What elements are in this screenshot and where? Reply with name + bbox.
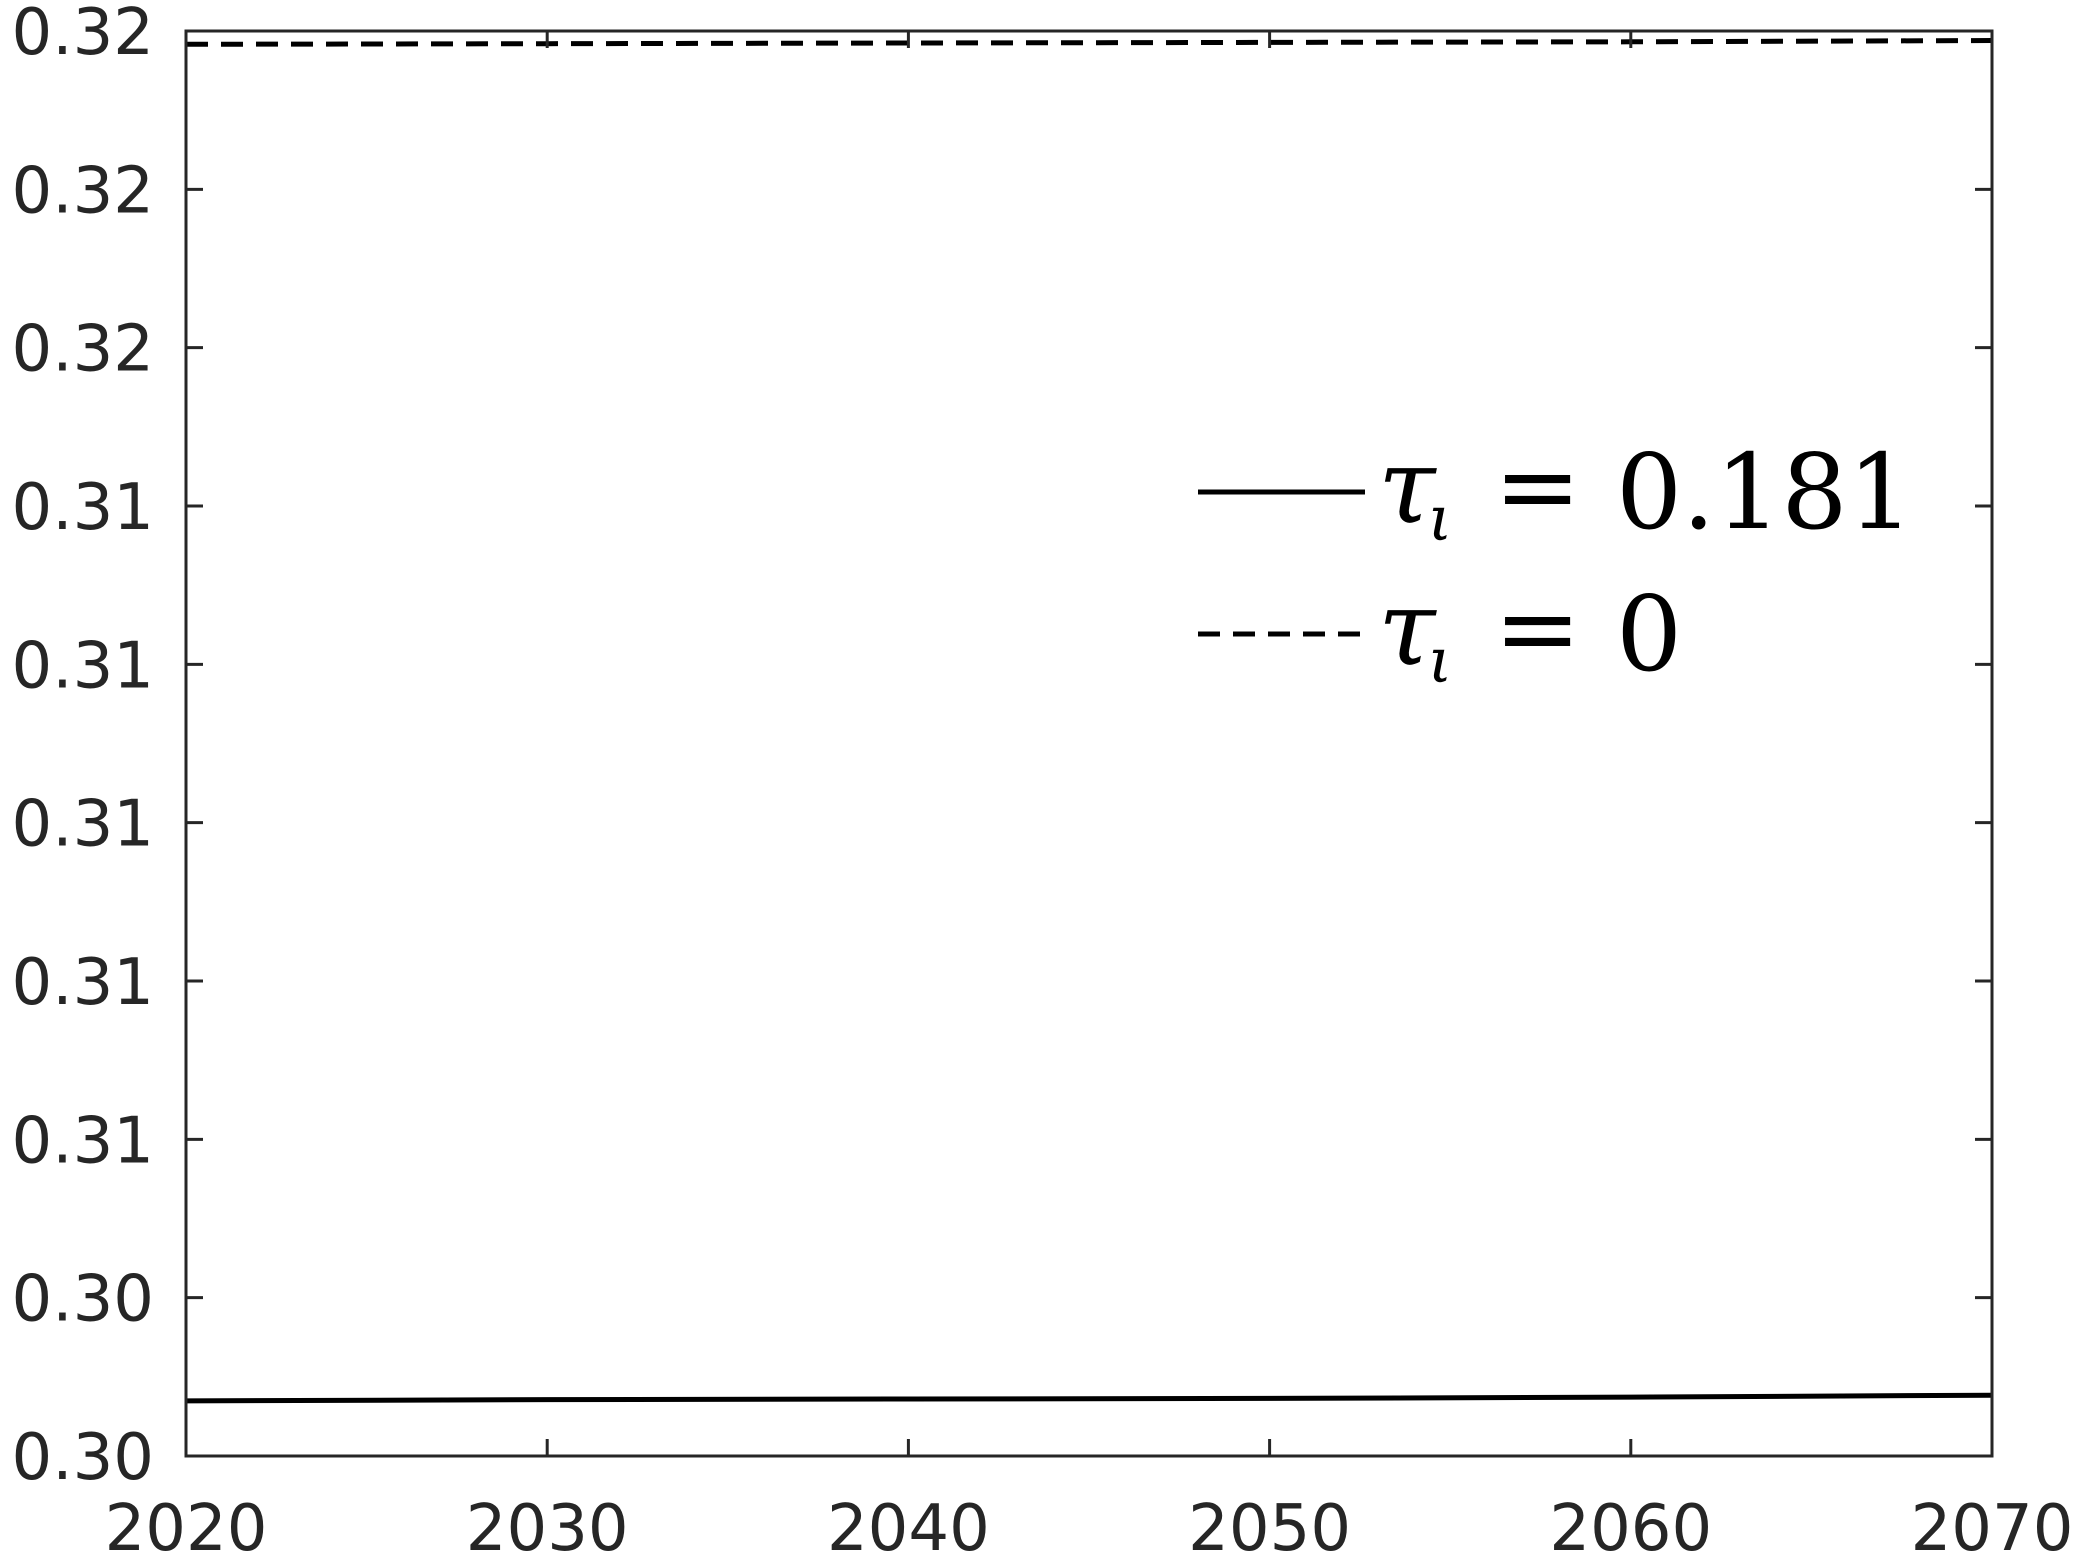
axis-ticks — [184, 29, 1994, 1458]
x-tick-label: 2020 — [105, 1492, 268, 1554]
y-tick-label: 0.31 — [12, 788, 155, 862]
y-tick-label: 0.30 — [12, 1421, 155, 1495]
x-tick-label: 2060 — [1549, 1492, 1712, 1554]
plot-lines — [185, 38, 1993, 1404]
y-tick-label: 0.32 — [12, 154, 155, 228]
series-line-tau-0-181 — [185, 1392, 1993, 1404]
y-tick-label: 0.31 — [12, 1104, 155, 1178]
legend-subscript: ι — [1428, 624, 1452, 697]
legend-relation: = — [1494, 567, 1581, 689]
plot-area-frame — [184, 29, 1994, 1458]
y-tick-label: 0.32 — [12, 313, 155, 387]
y-tick-label: 0.32 — [12, 0, 155, 70]
x-tick-label: 2050 — [1188, 1492, 1351, 1554]
legend-subscript: ι — [1428, 482, 1452, 555]
y-tick-label: 0.31 — [12, 471, 155, 545]
legend-relation: = — [1494, 425, 1581, 547]
x-tick-label: 2070 — [1911, 1492, 2074, 1554]
y-tick-label: 0.31 — [12, 946, 155, 1020]
y-tick-label: 0.31 — [12, 629, 155, 703]
legend-symbol: τ — [1378, 425, 1437, 547]
legend-symbol: τ — [1378, 567, 1437, 689]
x-tick-label: 2040 — [827, 1492, 990, 1554]
legend-value: 0.181 — [1616, 431, 1914, 553]
y-tick-label: 0.30 — [12, 1263, 155, 1337]
x-axis-tick-labels: 2020 2030 2040 2050 2060 2070 — [105, 1492, 2074, 1554]
legend-value: 0 — [1616, 573, 1682, 695]
series-line-tau-zero — [185, 38, 1993, 47]
y-axis-tick-labels: 0.30 0.30 0.31 0.31 0.31 0.31 0.31 0.32 0.32 0.32 — [12, 0, 155, 1495]
x-tick-label: 2030 — [466, 1492, 629, 1554]
